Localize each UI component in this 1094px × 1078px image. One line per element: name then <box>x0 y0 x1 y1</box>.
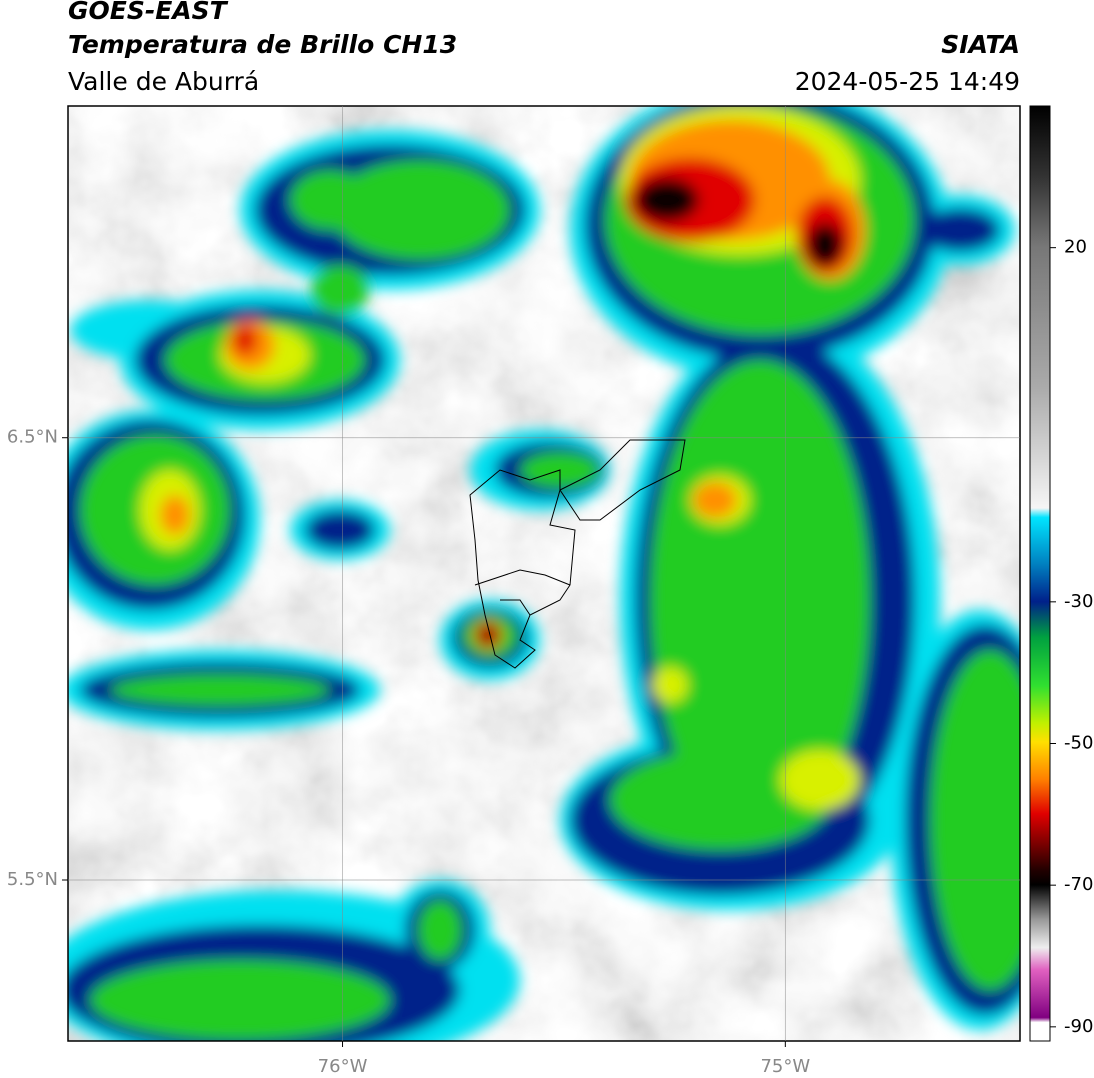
colorbar-tick-label: -50 <box>1064 733 1093 754</box>
datetime: 2024-05-25 14:49 <box>795 67 1020 96</box>
region-title: Valle de Aburrá <box>68 67 259 96</box>
map-frame <box>67 105 1021 1042</box>
municipal-boundaries <box>469 439 686 669</box>
agency-title: SIATA <box>941 30 1020 59</box>
product-title: Temperatura de Brillo CH13 <box>68 30 457 59</box>
colorbar-tick-label: 20 <box>1064 237 1087 258</box>
satellite-image <box>68 106 1020 1041</box>
colorbar <box>1029 105 1051 1042</box>
x-tick-label: 75°W <box>760 1056 810 1077</box>
y-tick-label: 5.5°N <box>7 869 58 890</box>
colorbar-tick-label: -70 <box>1064 874 1093 895</box>
colorbar-tick-label: -30 <box>1064 591 1093 612</box>
satellite-title: GOES-EAST <box>68 0 229 25</box>
x-tick-label: 76°W <box>318 1056 368 1077</box>
y-tick-label: 6.5°N <box>7 427 58 448</box>
colorbar-tick-label: -90 <box>1064 1016 1093 1037</box>
